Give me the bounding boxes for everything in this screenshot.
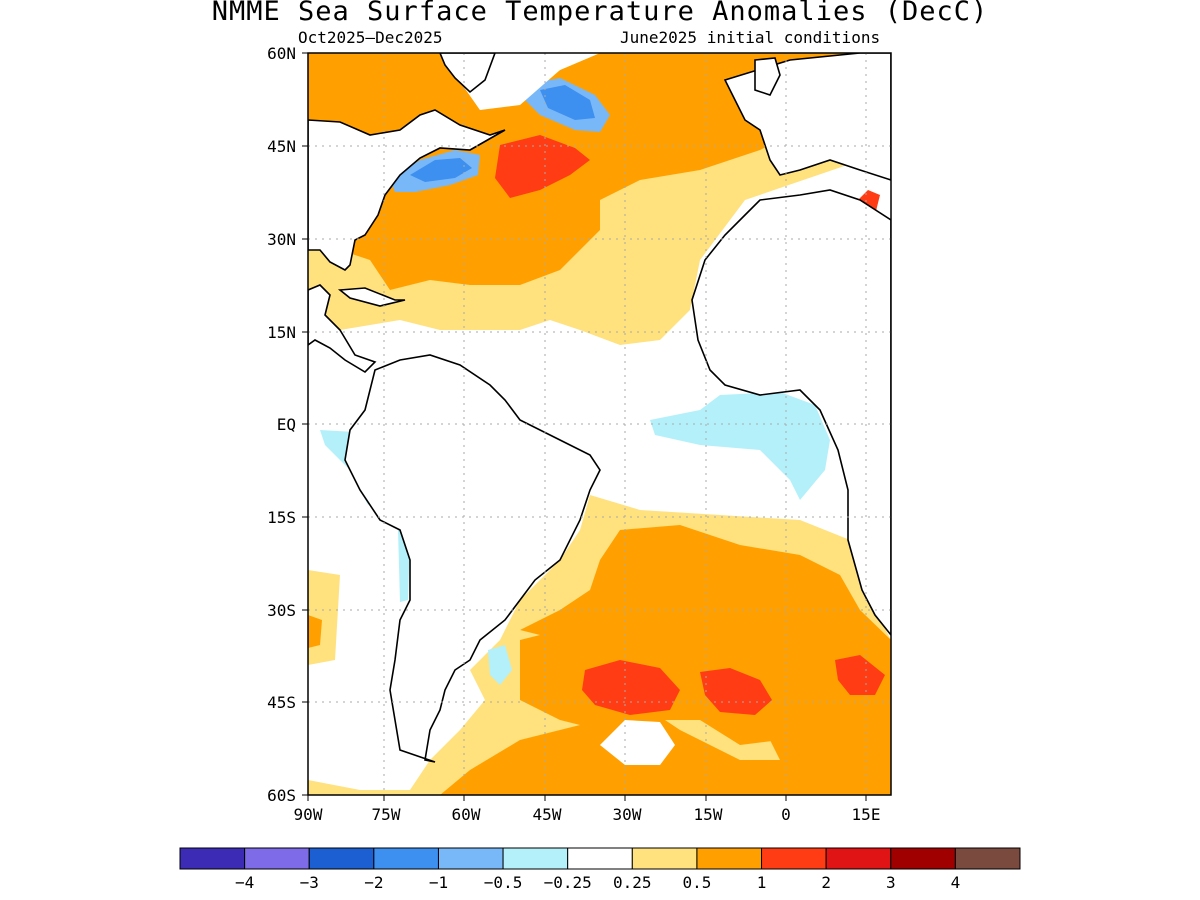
lon-label: 45W <box>533 805 562 824</box>
lon-label: 15W <box>694 805 723 824</box>
map-gridlines <box>308 53 891 795</box>
lat-label: 60N <box>267 44 296 63</box>
colorbar-swatch <box>761 847 827 870</box>
colorbar-label: 4 <box>951 873 961 892</box>
colorbar-label: 2 <box>821 873 831 892</box>
lat-label: EQ <box>277 415 296 434</box>
initial-conditions: June2025 initial conditions <box>620 28 881 47</box>
anomaly-region-red-south-2 <box>700 668 772 715</box>
colorbar-label: 0.25 <box>613 873 652 892</box>
colorbar-label: −0.5 <box>484 873 523 892</box>
colorbar-swatch <box>437 847 504 870</box>
lat-label: 15S <box>267 508 296 527</box>
lat-label: 15N <box>267 323 296 342</box>
lat-label: 60S <box>267 786 296 805</box>
colorbar-swatch <box>244 847 310 870</box>
colorbar-label: 3 <box>886 873 896 892</box>
south-america-land <box>344 354 601 763</box>
colorbar-swatch <box>696 847 763 870</box>
colorbar-label: −1 <box>429 873 448 892</box>
central-america-land <box>308 284 377 374</box>
anomaly-region-red-south-1 <box>582 660 680 715</box>
colorbar-swatch <box>373 847 439 870</box>
longitude-labels: 90W 75W 60W 45W 30W 15W 0 15E <box>294 805 881 824</box>
anomaly-region-lightblue-south <box>488 645 512 685</box>
colorbar-label: 1 <box>757 873 767 892</box>
colorbar-label: −3 <box>300 873 319 892</box>
colorbar-swatch <box>502 847 569 870</box>
chart-title: NMME Sea Surface Temperature Anomalies (… <box>211 0 989 27</box>
anomaly-region-orange-pacific-south <box>308 615 322 648</box>
colorbar-swatch <box>825 847 892 870</box>
colorbar-label: −4 <box>235 873 254 892</box>
lon-label: 30W <box>613 805 642 824</box>
cuba-land <box>337 287 406 307</box>
latitude-labels: 60N 45N 30N 15N EQ 15S 30S 45S 60S <box>267 44 296 805</box>
anomaly-region-red-south-3 <box>835 655 885 695</box>
forecast-period: Oct2025–Dec2025 <box>298 28 443 47</box>
anomaly-region-blue-labrador-core <box>540 85 595 120</box>
colorbar-swatch <box>567 847 633 870</box>
colorbar-label: 0.5 <box>682 873 711 892</box>
colorbar-swatch <box>631 847 698 870</box>
lon-label: 60W <box>452 805 481 824</box>
greenland-land <box>439 53 496 94</box>
africa-land <box>691 189 891 637</box>
anomaly-region-red-north <box>495 135 590 198</box>
colorbar-swatch <box>954 847 1021 870</box>
north-america-land <box>308 109 506 271</box>
lat-label: 30S <box>267 601 296 620</box>
lat-label: 45N <box>267 137 296 156</box>
anomaly-region-lightblue-eq <box>650 392 830 500</box>
colorbar-label: −0.25 <box>544 873 592 892</box>
lat-label: 45S <box>267 693 296 712</box>
colorbar: −4 −3 −2 −1 −0.5 −0.25 0.25 0.5 1 2 3 4 <box>179 847 1021 892</box>
lon-label: 15E <box>852 805 881 824</box>
anomaly-region-blue-shelf-core <box>410 158 472 182</box>
tick-marks <box>302 52 867 801</box>
colorbar-swatch <box>308 847 375 870</box>
colorbar-label: −2 <box>364 873 383 892</box>
lat-label: 30N <box>267 230 296 249</box>
colorbar-swatch <box>890 847 956 870</box>
lon-label: 90W <box>294 805 323 824</box>
lon-label: 0 <box>781 805 791 824</box>
anomaly-region-white-south <box>600 720 675 765</box>
lon-label: 75W <box>372 805 401 824</box>
colorbar-swatch <box>179 847 246 870</box>
british-isles-land <box>754 57 781 96</box>
coastlines <box>308 53 891 763</box>
